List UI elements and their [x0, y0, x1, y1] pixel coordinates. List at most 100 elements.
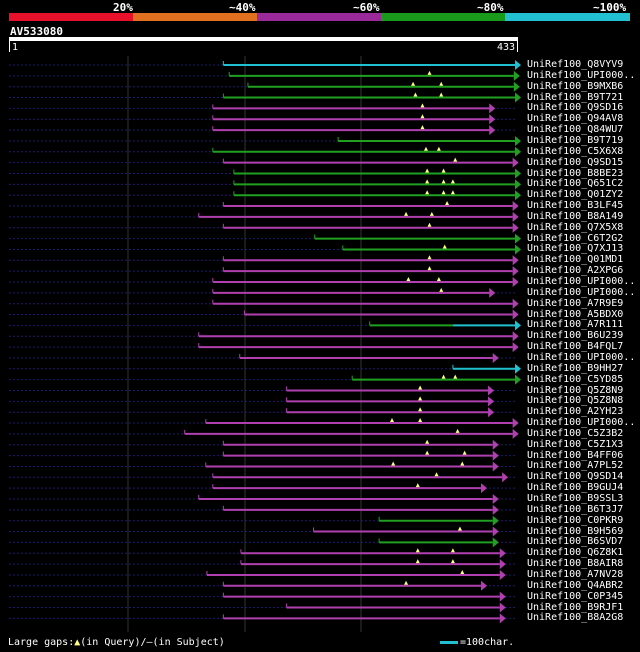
hit-label[interactable]: UniRef100_Q01ZY2 [527, 189, 624, 201]
hit-label[interactable]: UniRef100_C5Z1X3 [527, 438, 624, 450]
gap-triangle-icon [391, 461, 396, 466]
hit-arrow-icon [489, 103, 496, 114]
hit-label[interactable]: UniRef100_Q84WU7 [527, 124, 624, 136]
hit-label[interactable]: UniRef100_B9SSL3 [527, 493, 624, 504]
gap-triangle-icon [457, 526, 462, 531]
ruler-start-label: 1 [12, 42, 19, 53]
hit-label[interactable]: UniRef100_Q7X5X8 [527, 221, 624, 233]
hit-arrow-icon [499, 602, 506, 613]
hit-label[interactable]: UniRef100_C6T2G2 [527, 232, 624, 244]
hit-label[interactable]: UniRef100_B8A149 [527, 210, 624, 222]
hit-label[interactable]: UniRef100_B6U239 [527, 330, 624, 342]
hit-label[interactable]: UniRef100_UPI000.. [527, 417, 636, 429]
gap-triangle-icon [427, 266, 432, 271]
hit-label[interactable]: UniRef100_A7R9E9 [527, 297, 624, 309]
gap-triangle-icon [439, 92, 444, 97]
hit-arrow-icon [492, 352, 499, 363]
gap-triangle-icon [413, 92, 418, 97]
hit-label[interactable]: UniRef100_A2XPG6 [527, 265, 624, 277]
gap-triangle-icon [420, 114, 425, 119]
hit-label[interactable]: UniRef100_Q01MD1 [527, 254, 624, 266]
gap-triangle-icon [460, 569, 465, 574]
hit-label[interactable]: UniRef100_UPI000.. [527, 69, 636, 81]
gap-triangle-icon [442, 244, 447, 249]
hit-arrow-icon [512, 157, 519, 168]
hit-arrow-icon [515, 60, 521, 70]
hit-label[interactable]: UniRef100_B9H569 [527, 525, 624, 537]
hit-label[interactable]: UniRef100_Q94AV8 [527, 113, 624, 125]
hit-label[interactable]: UniRef100_B8AIR8 [527, 558, 624, 570]
ruler-start-tick [9, 41, 10, 52]
hit-label[interactable]: UniRef100_B4FQL7 [527, 341, 624, 353]
hit-label[interactable]: UniRef100_Q5Z8N8 [527, 395, 624, 407]
hit-label[interactable]: UniRef100_A2YH23 [527, 406, 624, 418]
hit-label[interactable]: UniRef100_A5BDX0 [527, 308, 624, 320]
hit-arrow-icon [515, 244, 521, 255]
hit-label[interactable]: UniRef100_B8A2G8 [527, 612, 624, 624]
gap-triangle-icon [425, 179, 430, 184]
hit-label[interactable]: UniRef100_B9HH27 [527, 362, 624, 374]
hit-label[interactable]: UniRef100_A7R111 [527, 319, 624, 331]
legend-gaps-label: Large gaps: [8, 637, 75, 648]
hit-label[interactable]: UniRef100_Q9SD14 [527, 471, 624, 483]
gap-triangle-icon [455, 428, 460, 433]
gap-triangle-icon [418, 385, 423, 390]
hit-arrow-icon [499, 591, 506, 602]
hit-label[interactable]: UniRef100_B6SVD7 [527, 536, 624, 548]
legend-scale-text: =100char. [460, 637, 515, 648]
hit-label[interactable]: UniRef100_B3LF45 [527, 200, 624, 212]
hit-label[interactable]: UniRef100_Q8VYV9 [527, 59, 624, 70]
hit-label[interactable]: UniRef100_B9MXB6 [527, 80, 624, 92]
gap-triangle-icon [418, 396, 423, 401]
gap-triangle-icon [439, 81, 444, 86]
hit-label[interactable]: UniRef100_B9GUJ4 [527, 482, 624, 494]
hit-arrow-icon [481, 483, 488, 494]
hit-label[interactable]: UniRef100_B9T719 [527, 134, 624, 146]
hit-label[interactable]: UniRef100_A7NV28 [527, 568, 624, 580]
gap-triangle-icon [453, 157, 458, 162]
hit-arrow-icon [512, 331, 519, 342]
hit-label[interactable]: UniRef100_B6T3J7 [527, 503, 624, 515]
gap-triangle-icon [420, 103, 425, 108]
hit-label[interactable]: UniRef100_UPI000.. [527, 351, 636, 363]
hit-label[interactable]: UniRef100_B4FF06 [527, 449, 624, 461]
hit-label[interactable]: UniRef100_C5X6X8 [527, 145, 624, 157]
hit-label[interactable]: UniRef100_B8BE23 [527, 167, 624, 179]
hit-label[interactable]: UniRef100_C5Z3B2 [527, 427, 624, 439]
scale-label-60: ~60% [353, 1, 380, 14]
hit-label[interactable]: UniRef100_Q4ABR2 [527, 579, 624, 591]
gap-triangle-icon [415, 548, 420, 553]
hit-arrow-icon [499, 548, 506, 559]
hit-arrow-icon [489, 114, 496, 125]
hit-label[interactable]: UniRef100_Q7XJ13 [527, 243, 624, 255]
hit-label[interactable]: UniRef100_A7PL52 [527, 460, 624, 472]
hit-label[interactable]: UniRef100_C5YD85 [527, 373, 624, 385]
hit-label[interactable]: UniRef100_Q9SD15 [527, 156, 624, 168]
hit-label[interactable]: UniRef100_Q5Z8N9 [527, 384, 624, 396]
hit-label[interactable]: UniRef100_B9T721 [527, 91, 624, 103]
gap-triangle-icon [418, 418, 423, 423]
hit-arrow-icon [512, 342, 519, 353]
scale-label-80: ~80% [477, 1, 504, 14]
hit-arrow-icon [492, 461, 499, 472]
hit-arrow-icon [515, 135, 521, 146]
hit-label[interactable]: UniRef100_Q9SD16 [527, 102, 624, 114]
gap-triangle-icon [441, 374, 446, 379]
hit-label[interactable]: UniRef100_UPI000.. [527, 276, 636, 287]
hit-label[interactable]: UniRef100_Q651C2 [527, 178, 624, 190]
hit-arrow-icon [481, 580, 488, 591]
scale-segment-2 [133, 13, 257, 21]
hit-label[interactable]: UniRef100_B9RJF1 [527, 601, 624, 613]
hit-arrow-icon [513, 81, 520, 92]
hit-label[interactable]: UniRef100_UPI000.. [527, 286, 636, 298]
gap-triangle-icon [415, 559, 420, 564]
gap-triangle-icon [420, 125, 425, 130]
hit-label[interactable]: UniRef100_C0PKR9 [527, 514, 624, 526]
hit-label[interactable]: UniRef100_C0P345 [527, 590, 624, 602]
gap-triangle-icon [434, 472, 439, 477]
scale-label-40: ~40% [229, 1, 256, 14]
hit-arrow-icon [488, 385, 495, 396]
hit-arrow-icon [488, 396, 495, 407]
hit-label[interactable]: UniRef100_Q6Z8K1 [527, 547, 624, 559]
